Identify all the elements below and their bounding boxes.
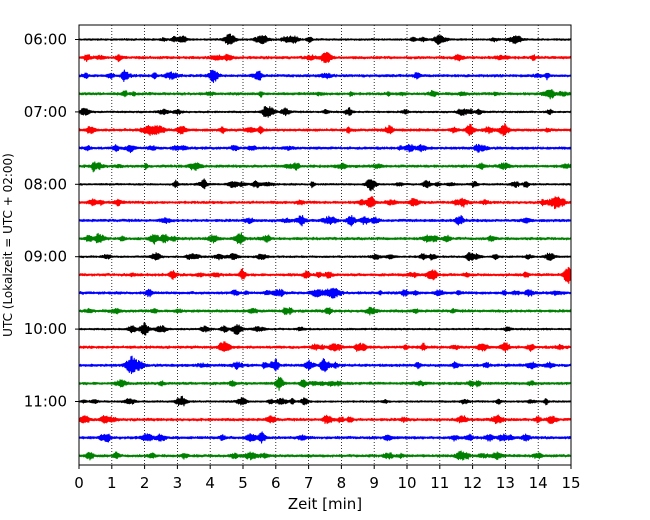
x-tick-label: 12 xyxy=(463,474,482,492)
trace-row xyxy=(78,106,572,118)
x-axis: 0 1 2 3 4 5 6 7 8 9 10 11 12 13 14 15 xyxy=(74,465,581,492)
trace-row xyxy=(78,143,572,154)
x-tick-label: 10 xyxy=(397,474,416,492)
trace-row xyxy=(78,252,572,262)
trace-row xyxy=(78,196,572,210)
y-tick-label: 06:00 xyxy=(24,31,67,49)
y-axis-label: UTC (Lokalzeit = UTC + 02:00) xyxy=(1,153,15,337)
trace-row xyxy=(78,376,572,391)
y-tick-label: 07:00 xyxy=(24,103,67,121)
x-tick-label: 4 xyxy=(205,474,215,492)
x-tick-label: 5 xyxy=(238,474,248,492)
x-tick-label: 8 xyxy=(337,474,347,492)
x-tick-label: 1 xyxy=(107,474,117,492)
trace-row xyxy=(78,450,572,461)
trace-row xyxy=(78,431,572,444)
x-grid xyxy=(111,25,539,465)
trace-row xyxy=(78,33,572,46)
trace-row xyxy=(78,123,572,137)
x-tick-label: 14 xyxy=(529,474,548,492)
x-axis-label: Zeit [min] xyxy=(288,495,362,513)
plot-frame xyxy=(78,24,572,466)
trace-row xyxy=(78,306,572,316)
trace-row xyxy=(78,214,572,227)
trace-row xyxy=(78,287,572,299)
x-tick-label: 2 xyxy=(140,474,150,492)
trace-row xyxy=(78,266,572,284)
x-tick-label: 15 xyxy=(561,474,580,492)
trace-row xyxy=(78,88,572,100)
y-tick-label: 09:00 xyxy=(24,248,67,266)
trace-row xyxy=(78,161,572,173)
y-tick-label: 10:00 xyxy=(24,320,67,338)
y-tick-label: 11:00 xyxy=(24,393,67,411)
trace-row xyxy=(78,355,572,375)
trace-row xyxy=(78,232,572,245)
traces xyxy=(78,33,572,461)
x-tick-label: 11 xyxy=(430,474,449,492)
x-tick-label: 0 xyxy=(74,474,84,492)
trace-row xyxy=(78,395,572,407)
x-tick-label: 3 xyxy=(173,474,183,492)
y-axis: 06:00 07:00 08:00 09:00 10:00 11:00 xyxy=(24,31,79,411)
trace-row xyxy=(78,414,572,425)
y-tick-label: 08:00 xyxy=(24,175,67,193)
trace-row xyxy=(78,341,572,353)
trace-row xyxy=(78,51,572,64)
x-tick-label: 9 xyxy=(369,474,379,492)
x-tick-label: 13 xyxy=(496,474,515,492)
trace-row xyxy=(78,178,572,192)
x-tick-label: 6 xyxy=(271,474,281,492)
x-tick-label: 7 xyxy=(304,474,314,492)
trace-row xyxy=(78,322,572,336)
trace-row xyxy=(78,69,572,84)
